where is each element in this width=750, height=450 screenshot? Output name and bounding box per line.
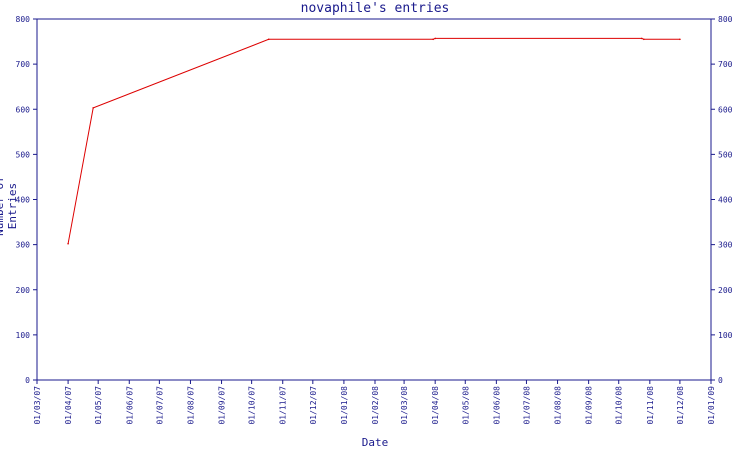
x-tick-label: 01/10/07 xyxy=(248,386,257,425)
x-tick-label: 01/07/08 xyxy=(522,386,531,425)
data-point xyxy=(643,38,645,41)
x-tick-label: 01/12/08 xyxy=(676,386,685,425)
y-axis-label: Number of Entries xyxy=(0,176,19,236)
y-tick-label-right: 800 xyxy=(718,15,733,24)
y-tick-label-left: 300 xyxy=(16,241,31,250)
data-point xyxy=(267,38,270,41)
x-tick-label: 01/01/09 xyxy=(707,386,716,425)
plot-frame xyxy=(36,18,712,381)
x-tick-label: 01/12/07 xyxy=(309,386,318,425)
y-tick-label-left: 0 xyxy=(25,376,30,385)
y-tick-label-left: 500 xyxy=(16,150,31,159)
y-tick-label-left: 100 xyxy=(16,331,31,340)
y-tick-label-left: 600 xyxy=(16,105,31,114)
y-tick-label-right: 100 xyxy=(718,331,733,340)
x-tick-label: 01/05/08 xyxy=(461,386,470,425)
data-point xyxy=(432,38,434,41)
x-tick-label: 01/02/08 xyxy=(371,386,380,425)
y-axis-right: 0 100 200 300 400 500 600 700 800 xyxy=(711,15,733,385)
chart-axes xyxy=(36,18,712,381)
x-tick-label: 01/04/08 xyxy=(431,386,440,425)
y-tick-label-left: 400 xyxy=(16,196,31,205)
x-tick-label: 01/01/08 xyxy=(340,386,349,425)
y-tick-label-right: 0 xyxy=(718,376,723,385)
y-tick-label-right: 300 xyxy=(718,241,733,250)
x-tick-label: 01/10/08 xyxy=(615,386,624,425)
x-tick-label: 01/04/07 xyxy=(64,386,73,425)
x-tick-label: 01/03/07 xyxy=(33,386,42,425)
x-tick-label: 01/08/08 xyxy=(554,386,563,425)
series-line xyxy=(67,37,680,244)
data-point xyxy=(640,37,643,40)
y-tick-label-right: 700 xyxy=(718,60,733,69)
x-tick-label: 01/06/07 xyxy=(125,386,134,425)
x-tick-label: 01/03/08 xyxy=(400,386,409,425)
y-tick-label-right: 200 xyxy=(718,286,733,295)
data-point xyxy=(679,38,681,41)
x-tick-label: 01/05/07 xyxy=(94,386,103,425)
data-point xyxy=(67,242,69,245)
x-tick-label: 01/09/08 xyxy=(585,386,594,425)
x-tick-label: 01/11/08 xyxy=(646,386,655,425)
y-axis-left: 0 100 200 300 400 500 600 700 800 xyxy=(16,15,37,385)
x-tick-label: 01/06/08 xyxy=(492,386,501,425)
x-tick-label: 01/08/07 xyxy=(186,386,195,425)
y-tick-label-right: 500 xyxy=(718,150,733,159)
chart-title: novaphile's entries xyxy=(300,1,450,16)
data-point xyxy=(92,107,94,109)
y-tick-label-left: 700 xyxy=(16,60,31,69)
y-tick-label-right: 600 xyxy=(718,105,733,114)
x-axis: 01/03/07 01/04/07 01/05/07 01/06/07 01/07/07… xyxy=(33,380,716,425)
y-tick-label-right: 400 xyxy=(718,196,733,205)
x-tick-label: 01/09/07 xyxy=(218,386,227,425)
data-point xyxy=(434,37,436,40)
x-axis-label: Date xyxy=(361,436,389,449)
y-tick-label-left: 200 xyxy=(16,286,31,295)
series-layer xyxy=(67,37,681,245)
x-tick-label: 01/11/07 xyxy=(279,386,288,425)
y-tick-label-left: 800 xyxy=(16,15,31,24)
x-tick-label: 01/07/07 xyxy=(155,386,164,425)
